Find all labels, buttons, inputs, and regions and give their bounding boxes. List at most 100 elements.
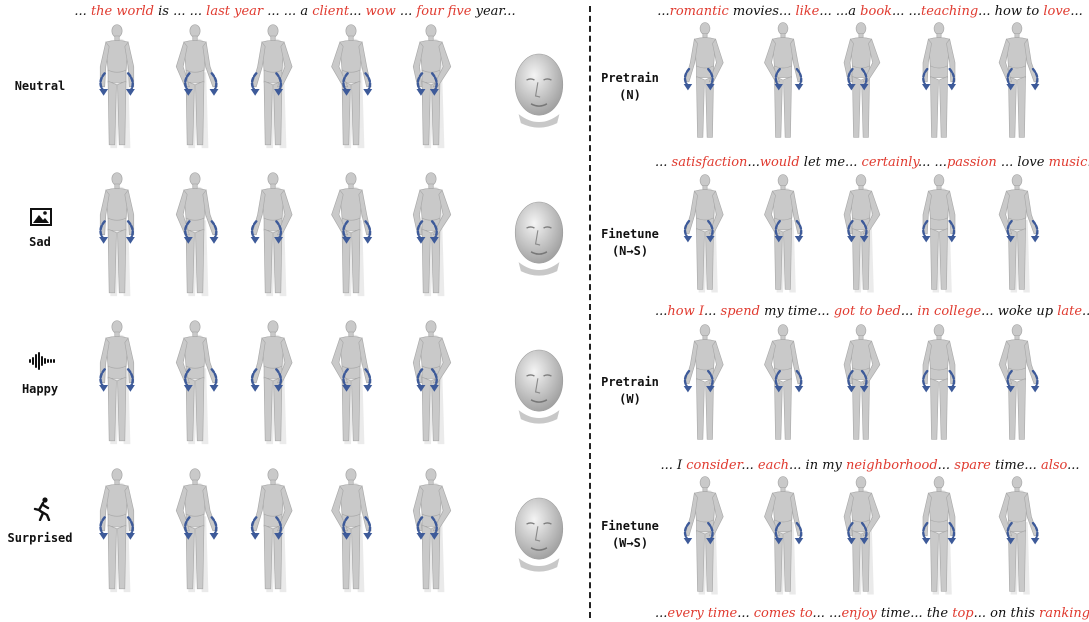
avatar-figure: [412, 172, 452, 297]
avatar-figure: [843, 174, 881, 293]
avatar-figure: [921, 476, 957, 595]
caption-segments: ...every time... comes to... ...enjoy ti…: [655, 606, 1089, 621]
caption-text: ...: [1087, 155, 1089, 170]
highlighted-word: late: [1057, 304, 1083, 319]
highlighted-word: consider: [686, 458, 742, 473]
avatar-figure: [998, 476, 1040, 595]
highlighted-word: would: [759, 155, 800, 170]
caption-text: ... ...a: [819, 4, 861, 19]
avatar-figure: [331, 468, 373, 593]
caption-text: ...: [395, 4, 417, 19]
running-person-icon: [33, 497, 51, 521]
avatar-figure: [175, 320, 219, 445]
caption-text: time... the: [876, 606, 953, 621]
caption-text: ... I: [660, 458, 687, 473]
caption-text: ...: [704, 304, 721, 319]
highlighted-word: client: [312, 4, 350, 19]
highlighted-word: neighborhood: [846, 458, 938, 473]
caption-pretrain-w: ...how I... spend my time... got to bed.…: [655, 304, 1089, 320]
row-label-sad: Sad: [29, 235, 51, 249]
avatar-figure: [175, 24, 219, 149]
highlighted-word: every time: [667, 606, 738, 621]
caption-text: ...: [937, 458, 955, 473]
caption-text: ...: [1067, 458, 1080, 473]
caption-text: ... ... a: [263, 4, 313, 19]
highlighted-word: the world: [90, 4, 155, 19]
avatar-figure: [250, 468, 293, 593]
avatar-figure: [843, 324, 881, 440]
caption-text: ...: [747, 155, 760, 170]
avatar-figure: [250, 320, 293, 445]
caption-text: ... ...: [918, 155, 947, 170]
row-label-pretrain-n: Pretrain (N): [601, 71, 659, 102]
avatar-figure: [175, 172, 219, 297]
highlighted-word: romantic: [669, 4, 729, 19]
avatar-figure: [250, 24, 293, 149]
avatar-figure: [764, 324, 804, 440]
panel-divider: [589, 6, 591, 618]
caption-text: ...: [1082, 304, 1089, 319]
caption-neutral: ... the world is ... ... last year ... .…: [60, 4, 530, 20]
caption-text: ... in my: [789, 458, 847, 473]
highlighted-word: last year: [206, 4, 264, 19]
audio-wave-icon: [29, 352, 55, 370]
caption-segments: ...how I... spend my time... got to bed.…: [655, 304, 1089, 319]
highlighted-word: satisfaction: [671, 155, 748, 170]
caption-segments: ... satisfaction...would let me... certa…: [655, 155, 1089, 170]
highlighted-word: spend: [720, 304, 760, 319]
row-label-pretrain-w: Pretrain (W): [601, 375, 659, 406]
row-label-finetune-ws: Finetune (W→S): [601, 519, 659, 550]
caption-text: ...: [1070, 4, 1083, 19]
caption-segments: ...romantic movies... like... ...a book.…: [657, 4, 1083, 19]
caption-text: time...: [990, 458, 1041, 473]
avatar-figure: [99, 24, 135, 149]
avatar-figure: [683, 324, 724, 440]
avatar-figure: [998, 324, 1040, 440]
highlighted-word: passion: [946, 155, 997, 170]
caption-text: movies...: [728, 4, 796, 19]
highlighted-word: ranking: [1039, 606, 1089, 621]
avatar-figure: [99, 320, 135, 445]
caption-text: ... woke up: [981, 304, 1058, 319]
row-label-surprised: Surprised: [7, 531, 73, 545]
highlighted-word: wow: [365, 4, 396, 19]
highlighted-word: in college: [917, 304, 982, 319]
highlighted-word: love: [1043, 4, 1071, 19]
caption-text: ... ...: [812, 606, 842, 621]
highlighted-word: enjoy: [841, 606, 877, 621]
highlighted-word: teaching: [920, 4, 979, 19]
highlighted-word: each: [757, 458, 790, 473]
highlighted-word: also: [1040, 458, 1068, 473]
avatar-figure: [331, 172, 373, 297]
avatar-figure: [99, 172, 135, 297]
caption-text: ...: [737, 606, 754, 621]
caption-segments: ... the world is ... ... last year ... .…: [74, 4, 515, 19]
face-avatar: [514, 497, 564, 572]
caption-text: ...: [900, 304, 918, 319]
face-avatar: [514, 349, 564, 424]
caption-text: my time...: [759, 304, 834, 319]
caption-text: let me...: [799, 155, 862, 170]
caption-text: ...: [655, 304, 668, 319]
avatar-figure: [764, 22, 804, 138]
avatar-figure: [998, 174, 1040, 293]
row-label-finetune-ns: Finetune (N→S): [601, 227, 659, 258]
face-avatar: [514, 201, 564, 276]
avatar-figure: [175, 468, 219, 593]
row-label-neutral: Neutral: [14, 79, 66, 93]
caption-text: ... love: [996, 155, 1049, 170]
caption-text: ...: [74, 4, 91, 19]
caption-text: ... ...: [892, 4, 921, 19]
avatar-figure: [843, 476, 881, 595]
avatar-figure: [764, 174, 804, 293]
avatar-figure: [683, 476, 724, 595]
caption-text: ... how to: [978, 4, 1044, 19]
highlighted-word: book: [860, 4, 893, 19]
caption-segments: ... I consider... each... in my neighbor…: [660, 458, 1079, 473]
avatar-figure: [331, 320, 373, 445]
avatar-figure: [921, 324, 957, 440]
highlighted-word: top: [952, 606, 974, 621]
highlighted-word: how I: [667, 304, 705, 319]
highlighted-word: got to bed: [833, 304, 901, 319]
image-icon: [30, 208, 52, 226]
